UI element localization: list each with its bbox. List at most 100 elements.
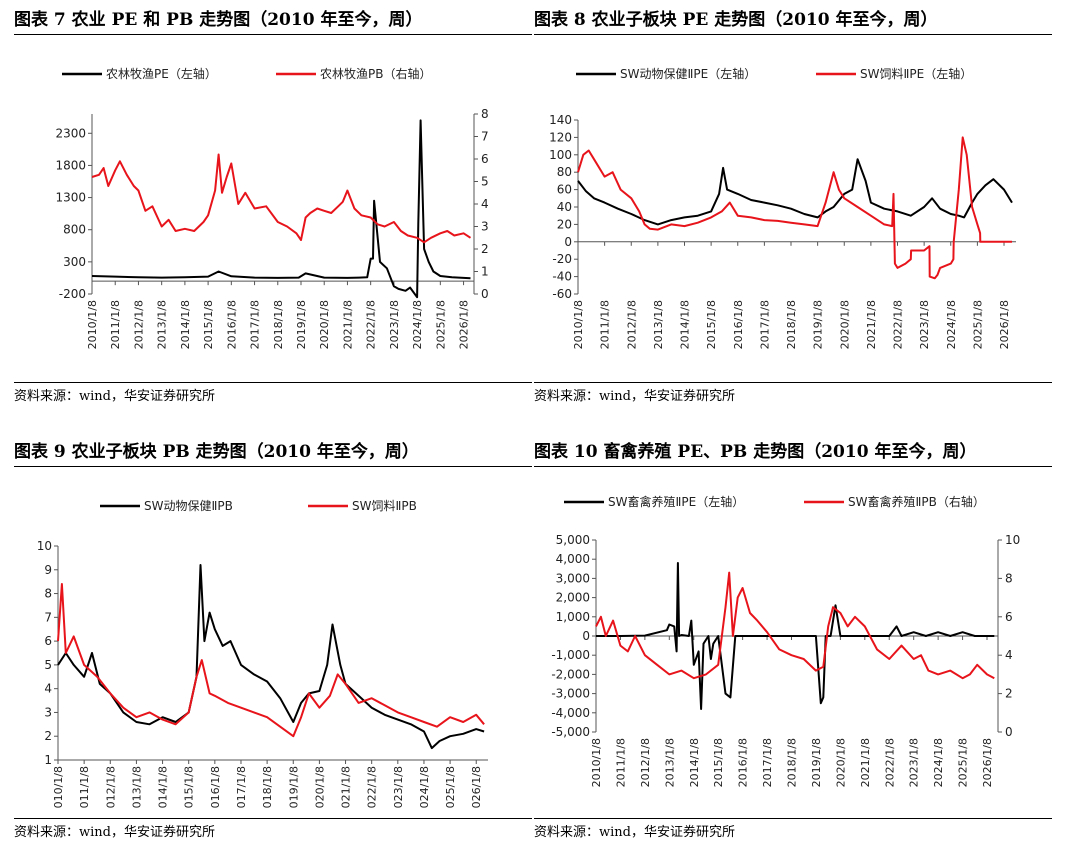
x-tick-label: 2012/1/8 (104, 766, 117, 809)
x-tick-label: 2019/1/8 (812, 300, 825, 349)
source-note: 资料来源：wind，华安证券研究所 (534, 382, 1052, 407)
x-tick-label: 2024/1/8 (418, 766, 431, 809)
y-tick-label: 1800 (55, 158, 86, 172)
y-tick-label: 800 (63, 223, 86, 237)
x-tick-label: 2022/1/8 (365, 300, 378, 349)
x-tick-label: 2021/1/8 (865, 300, 878, 349)
x-tick-label: 2023/1/8 (908, 738, 921, 787)
y-tick-label: -2,000 (551, 667, 590, 681)
chart-title: 图表 9 农业子板块 PB 走势图（2010 年至今，周） (14, 438, 532, 467)
chart-subsector-pb: SW动物保健ⅡPB SW饲料ⅡPB 1 2 3 4 5 6 7 8 9 10 2010/1/8 2011/… (37, 499, 488, 809)
x-tick-label: 2022/1/8 (892, 300, 905, 349)
y-tick-label: 1,000 (556, 610, 590, 624)
x-tick-label: 2020/1/8 (834, 738, 847, 787)
y-tick-label: 40 (557, 200, 572, 214)
x-tick-label: 2015/1/8 (712, 738, 725, 787)
y-tick-label: 8 (44, 587, 52, 601)
x-tick-label: 2022/1/8 (366, 766, 379, 809)
y2-tick-label: 6 (481, 152, 489, 166)
x-tick-label: 2021/1/8 (340, 766, 353, 809)
x-tick-label: 2014/1/8 (688, 738, 701, 787)
x-tick-label: 2023/1/8 (392, 766, 405, 809)
series-line--pb--1 (91, 153, 472, 244)
y2-tick-label: 2 (481, 242, 489, 256)
x-tick-label: 2012/1/8 (625, 300, 638, 349)
y2-tick-label: 5 (481, 175, 489, 189)
x-tick-label: 2012/1/8 (639, 738, 652, 787)
y2-tick-label: 1 (481, 265, 489, 279)
x-tick-label: 2025/1/8 (434, 300, 447, 349)
series-line-sw-pb-1 (57, 583, 485, 738)
y-tick-label: 2,000 (556, 591, 590, 605)
x-tick-label: 2016/1/8 (732, 300, 745, 349)
y-tick-label: 3 (44, 705, 52, 719)
y-tick-label: 300 (63, 255, 86, 269)
y-tick-label: -60 (552, 287, 572, 301)
y2-tick-label: 3 (481, 220, 489, 234)
chart-title: 图表 7 农业 PE 和 PB 走势图（2010 年至今，周） (14, 6, 532, 35)
x-tick-label: 2026/1/8 (470, 766, 483, 809)
x-tick-label: 2020/1/8 (318, 300, 331, 349)
x-tick-label: 2021/1/8 (341, 300, 354, 349)
x-tick-label: 2013/1/8 (130, 766, 143, 809)
x-tick-label: 2022/1/8 (883, 738, 896, 787)
x-tick-label: 2010/1/8 (86, 300, 99, 349)
legend-label-1: SW畜禽养殖ⅡPB（右轴） (848, 494, 985, 509)
legend-label-0: SW畜禽养殖ⅡPE（左轴） (608, 494, 744, 509)
legend-label-0: SW动物保健ⅡPE（左轴） (620, 66, 756, 81)
y2-tick-label: 0 (481, 287, 489, 301)
y-tick-label: 2 (44, 729, 52, 743)
x-tick-label: 2025/1/8 (444, 766, 457, 809)
legend-label-0: 农林牧渔PE（左轴） (106, 66, 217, 81)
x-tick-label: 2012/1/8 (132, 300, 145, 349)
x-tick-label: 2010/1/8 (52, 766, 65, 809)
x-tick-label: 2016/1/8 (225, 300, 238, 349)
y2-tick-label: 8 (1005, 571, 1013, 585)
series-line--pe--0 (91, 119, 471, 299)
x-tick-label: 2023/1/8 (918, 300, 931, 349)
x-tick-label: 2025/1/8 (957, 738, 970, 787)
y-tick-label: 7 (44, 610, 52, 624)
x-tick-label: 2010/1/8 (590, 738, 603, 787)
y-tick-label: 5,000 (556, 533, 590, 547)
x-tick-label: 2018/1/8 (261, 766, 274, 809)
x-tick-label: 2018/1/8 (786, 738, 799, 787)
series-line-sw-pe--1 (577, 136, 1012, 280)
x-tick-label: 2017/1/8 (761, 738, 774, 787)
y-tick-label: -4,000 (551, 706, 590, 720)
x-tick-label: 2024/1/8 (945, 300, 958, 349)
chart-title: 图表 8 农业子板块 PE 走势图（2010 年至今，周） (534, 6, 1052, 35)
y2-tick-label: 2 (1005, 687, 1013, 701)
x-tick-label: 2014/1/8 (679, 300, 692, 349)
x-tick-label: 2026/1/8 (981, 738, 994, 787)
x-tick-label: 2026/1/8 (458, 300, 471, 349)
x-tick-label: 2019/1/8 (295, 300, 308, 349)
x-tick-label: 2024/1/8 (411, 300, 424, 349)
legend-label-1: 农林牧渔PB（右轴） (320, 66, 431, 81)
y-tick-label: -200 (59, 287, 86, 301)
y-tick-label: -5,000 (551, 725, 590, 739)
x-tick-label: 2013/1/8 (663, 738, 676, 787)
y-tick-label: -3,000 (551, 687, 590, 701)
chart-subsector-pe: SW动物保健ⅡPE（左轴） SW饲料ⅡPE（左轴） -60 -40 -20 0 20 40 60… (549, 66, 1016, 349)
chart-agri-pe-pb: 农林牧渔PE（左轴） 农林牧渔PB（右轴） -200 300 800 1300 1800 2 3… (55, 66, 489, 349)
y-tick-label: 80 (557, 165, 572, 179)
y-tick-label: 1 (44, 753, 52, 767)
series-line-sw-pb-0 (57, 564, 485, 750)
y-tick-label: 100 (549, 148, 572, 162)
y-tick-label: 4,000 (556, 552, 590, 566)
y-tick-label: -20 (552, 252, 572, 266)
y-tick-label: 140 (549, 113, 572, 127)
x-tick-label: 2023/1/8 (388, 300, 401, 349)
y-tick-label: 1300 (55, 191, 86, 205)
y-tick-label: -1,000 (551, 648, 590, 662)
y-tick-label: 0 (564, 235, 572, 249)
legend-label-1: SW饲料ⅡPB (352, 499, 417, 513)
y-tick-label: 4 (44, 682, 52, 696)
x-tick-label: 2017/1/8 (235, 766, 248, 809)
y-tick-label: -40 (552, 270, 572, 284)
x-tick-label: 2019/1/8 (287, 766, 300, 809)
y2-tick-label: 10 (1005, 533, 1020, 547)
x-tick-label: 2024/1/8 (932, 738, 945, 787)
y2-tick-label: 0 (1005, 725, 1013, 739)
